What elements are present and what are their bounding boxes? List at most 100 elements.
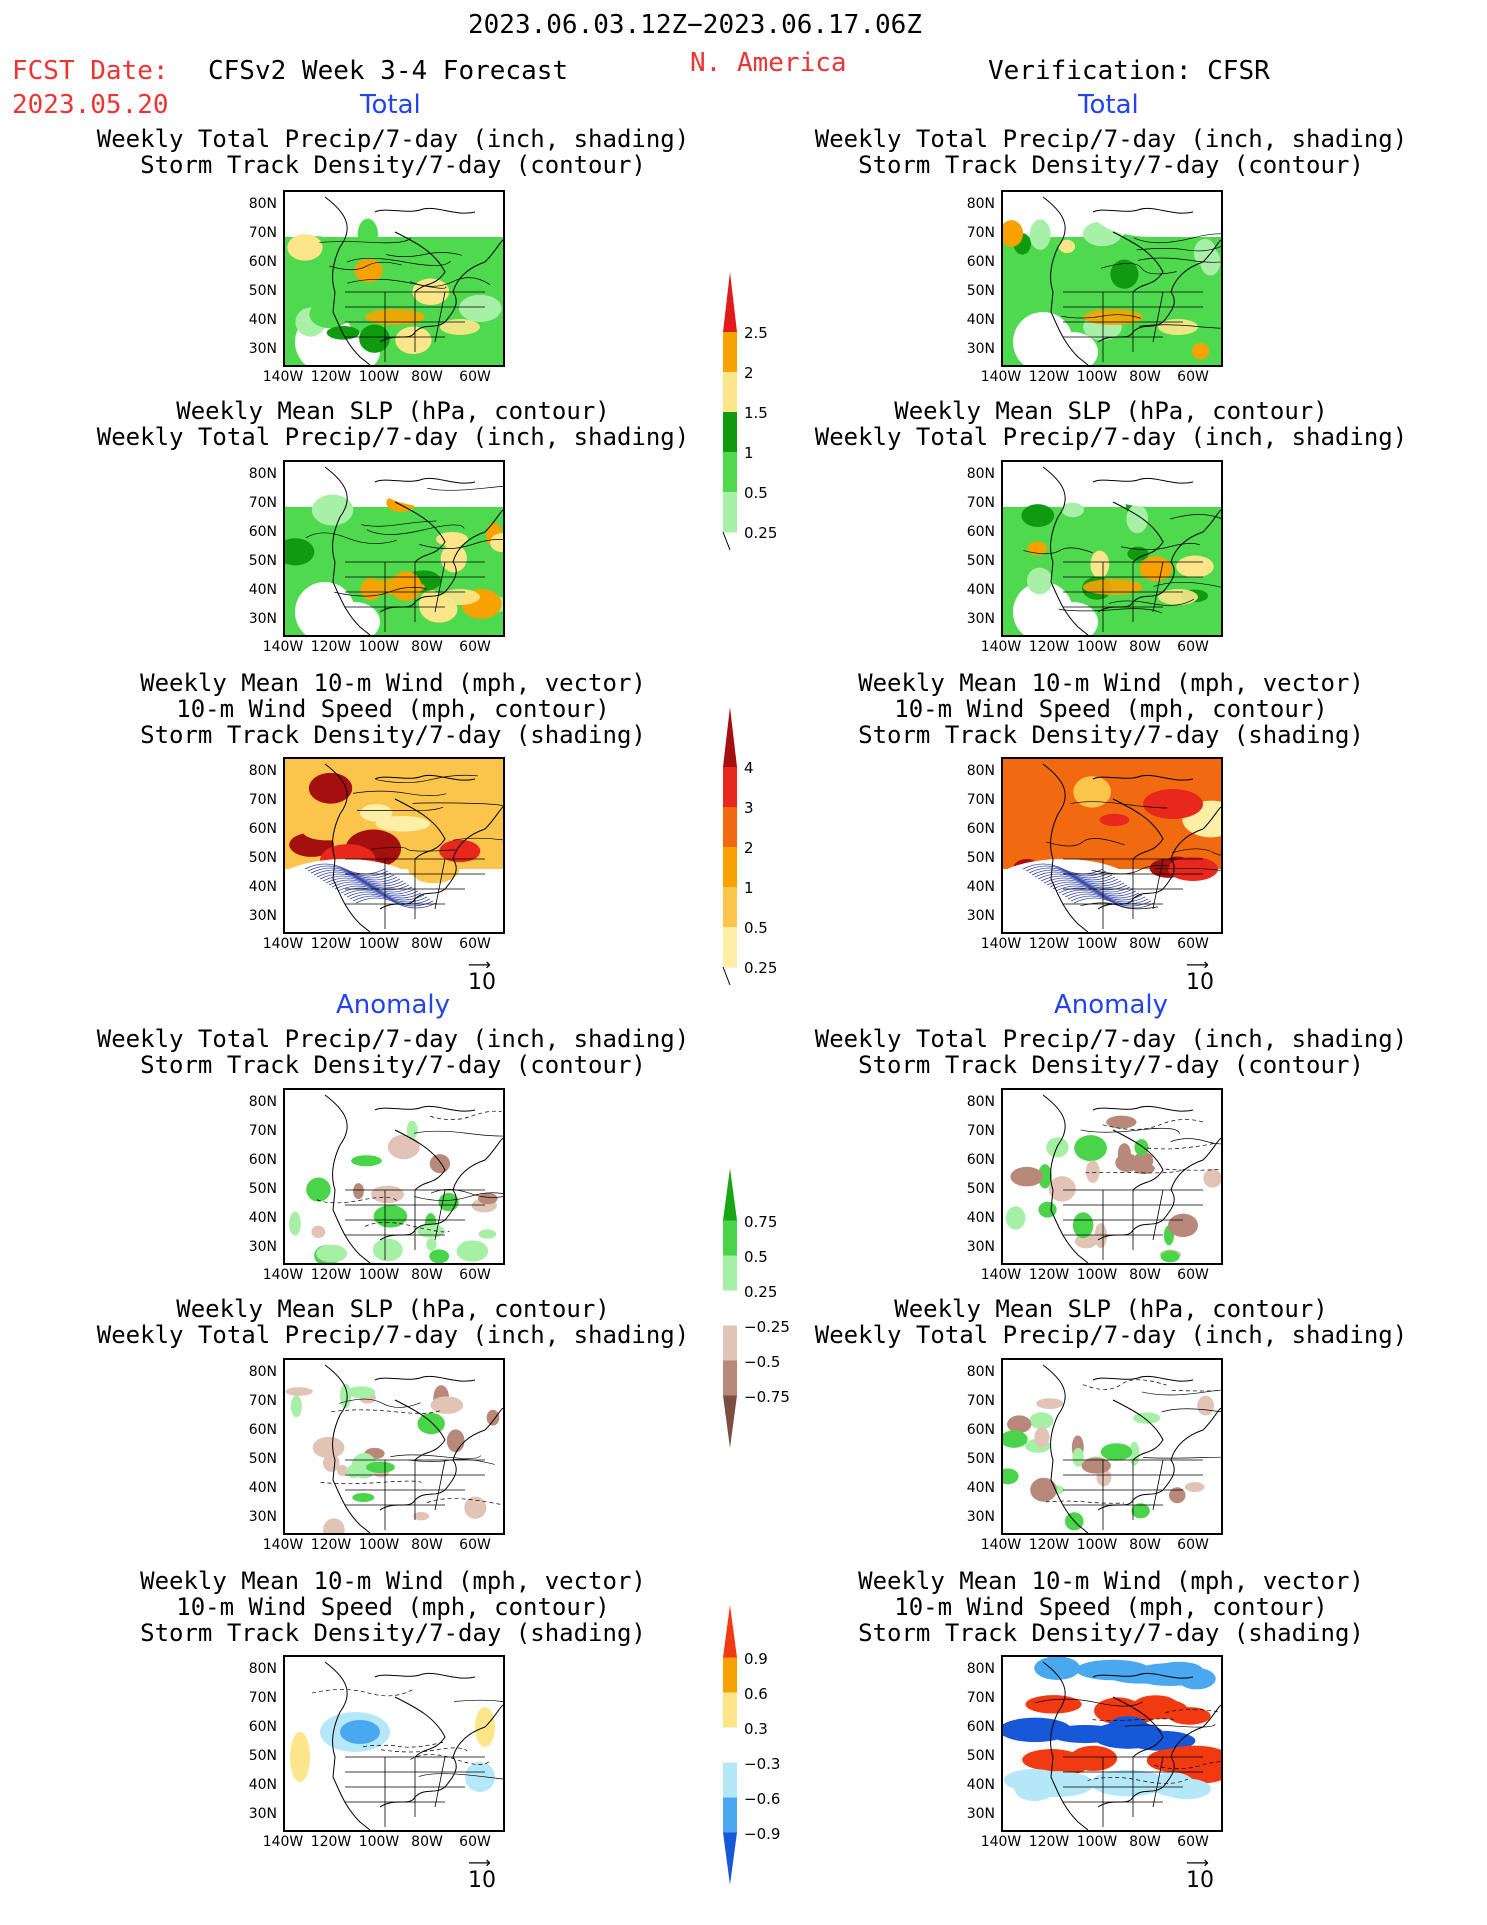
lat-label: 40N (966, 1210, 995, 1226)
lon-label: 140W (980, 1537, 1022, 1553)
colorbar-label: −0.9 (744, 1824, 781, 1843)
lon-label: 60W (1177, 936, 1209, 952)
colorbar-label: 2.5 (744, 324, 768, 342)
lat-label: 70N (966, 495, 995, 511)
colorbar (723, 1605, 737, 1885)
lat-label: 80N (966, 763, 995, 779)
map-graphic (1003, 759, 1221, 932)
panel-title-line: Weekly Total Precip/7-day (inch, shading… (96, 1025, 690, 1053)
lon-label: 120W (310, 936, 352, 952)
lon-label: 120W (310, 1537, 352, 1553)
panel-title-line: 10-m Wind Speed (mph, contour) (894, 1593, 1328, 1621)
panel-title: Weekly Mean 10-m Wind (mph, vector) 10-m … (93, 1568, 693, 1646)
panel-title-line: Storm Track Density/7-day (contour) (858, 1051, 1364, 1079)
colorbar-swatch (723, 1692, 737, 1728)
panel-title-line: Weekly Mean SLP (hPa, contour) (176, 1295, 610, 1323)
lat-label: 70N (248, 1393, 277, 1409)
panel-title-line: Weekly Total Precip/7-day (inch, shading… (814, 1025, 1408, 1053)
colorbar-label: −0.3 (744, 1754, 781, 1773)
colorbar-swatch (723, 927, 737, 968)
map-panel (283, 1655, 505, 1832)
panel-title: Weekly Mean SLP (hPa, contour) Weekly Tot… (811, 1296, 1411, 1348)
lat-label: 30N (248, 611, 277, 627)
lon-label: 60W (1177, 1834, 1209, 1850)
lon-label: 120W (1028, 369, 1070, 385)
lat-label: 40N (248, 1480, 277, 1496)
lat-label: 30N (966, 1239, 995, 1255)
panel-title-line: Weekly Mean SLP (hPa, contour) (176, 397, 610, 425)
colorbar-swatch (723, 1255, 737, 1291)
lon-label: 120W (310, 369, 352, 385)
lat-label: 50N (248, 553, 277, 569)
map-graphic (285, 759, 503, 932)
lon-label: 80W (1129, 1267, 1161, 1283)
colorbar-label: −0.25 (744, 1317, 790, 1336)
lat-label: 80N (966, 196, 995, 212)
lat-label: 80N (248, 1094, 277, 1110)
lat-label: 30N (248, 1509, 277, 1525)
colorbar-swatch (723, 1220, 737, 1256)
lon-label: 140W (262, 936, 304, 952)
panel-title-line: Weekly Mean 10-m Wind (mph, vector) (140, 1567, 646, 1595)
lat-label: 30N (966, 611, 995, 627)
lon-label: 120W (1028, 936, 1070, 952)
panel-title: Weekly Total Precip/7-day (inch, shading… (93, 1026, 693, 1078)
lon-label: 120W (310, 1267, 352, 1283)
map-graphic (289, 1094, 503, 1263)
map-graphic (290, 1661, 503, 1830)
lat-label: 70N (248, 1123, 277, 1139)
panel-title-line: Weekly Mean SLP (hPa, contour) (894, 1295, 1328, 1323)
colorbar-swatch (723, 332, 737, 373)
colorbar-label: 3 (744, 799, 754, 817)
lon-label: 140W (980, 936, 1022, 952)
colorbar-label: −0.5 (744, 1352, 781, 1371)
lon-label: 140W (980, 1267, 1022, 1283)
region-title: N. America (690, 48, 847, 78)
lat-label: 40N (248, 879, 277, 895)
colorbar-swatch (723, 807, 737, 848)
lon-label: 80W (1129, 1537, 1161, 1553)
colorbar-swatch (723, 1762, 737, 1798)
lon-label: 80W (411, 1267, 443, 1283)
colorbar-label: 0.5 (744, 484, 768, 502)
lat-label: 80N (248, 466, 277, 482)
colorbar-swatch (723, 1395, 737, 1448)
lon-label: 100W (1076, 1537, 1118, 1553)
lat-label: 70N (248, 495, 277, 511)
vector-reference: ⟶ 10 (468, 955, 496, 996)
colorbar-swatch (723, 1605, 737, 1658)
lat-label: 40N (966, 312, 995, 328)
colorbar-swatch (723, 452, 737, 493)
colorbar-swatch (723, 1168, 737, 1221)
panel-title: Weekly Mean SLP (hPa, contour) Weekly Tot… (811, 398, 1411, 450)
panel-title-line: Weekly Mean SLP (hPa, contour) (894, 397, 1328, 425)
lon-label: 60W (459, 1537, 491, 1553)
panel-title-line: Storm Track Density/7-day (shading) (140, 721, 646, 749)
colorbar-swatch (723, 372, 737, 413)
colorbar-label: 1 (744, 879, 754, 897)
panel-title: Weekly Mean 10-m Wind (mph, vector) 10-m … (93, 670, 693, 748)
lat-label: 40N (248, 312, 277, 328)
panel-title-line: Weekly Mean 10-m Wind (mph, vector) (140, 669, 646, 697)
lon-label: 80W (1129, 936, 1161, 952)
lat-label: 40N (966, 1480, 995, 1496)
verification-title: Verification: CFSR (988, 56, 1270, 86)
panel-title-line: Weekly Total Precip/7-day (inch, shading… (96, 1321, 690, 1349)
colorbar-label: −0.75 (744, 1387, 790, 1406)
colorbar-swatch (723, 1797, 737, 1833)
lon-label: 100W (1076, 639, 1118, 655)
colorbar-swatch (723, 492, 737, 533)
lon-label: 140W (980, 369, 1022, 385)
lon-label: 100W (1076, 1267, 1118, 1283)
lat-label: 50N (966, 850, 995, 866)
panel-title-line: Storm Track Density/7-day (contour) (858, 151, 1364, 179)
lat-label: 40N (966, 879, 995, 895)
lat-label: 70N (248, 225, 277, 241)
lat-label: 60N (966, 254, 995, 270)
panel-title-line: Storm Track Density/7-day (contour) (140, 151, 646, 179)
lat-label: 80N (248, 763, 277, 779)
lon-label: 140W (980, 1834, 1022, 1850)
lon-label: 120W (1028, 1267, 1070, 1283)
panel-title-line: 10-m Wind Speed (mph, contour) (894, 695, 1328, 723)
colorbar-swatch (723, 272, 737, 332)
